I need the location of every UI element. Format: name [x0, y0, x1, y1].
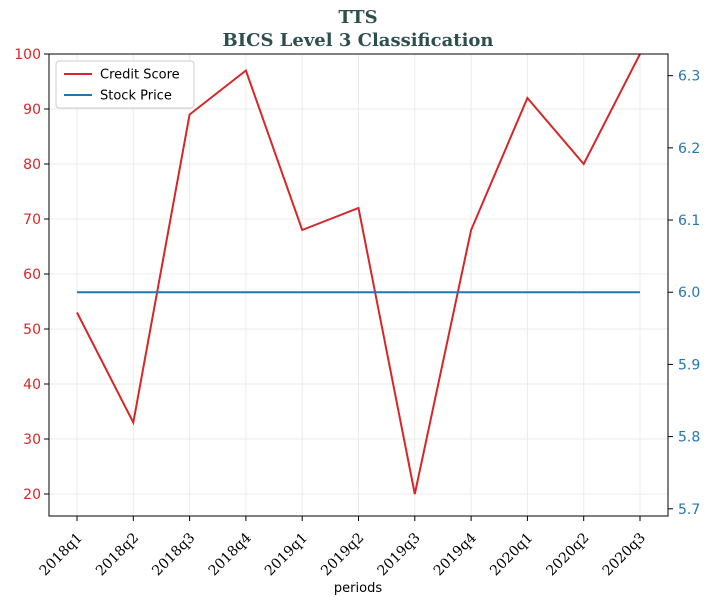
x-tick-label: 2020q1: [487, 530, 536, 579]
right-tick-label: 6.2: [678, 141, 700, 157]
x-tick-label: 2019q4: [431, 530, 480, 579]
legend-label-credit-score: Credit Score: [100, 68, 180, 83]
chart-title: TTS: [338, 7, 377, 28]
legend-box: [55, 60, 195, 109]
series-lines: [76, 53, 641, 495]
x-tick-label: 2019q2: [318, 530, 367, 579]
right-axis: 5.7 5.8 5.9 6.0 6.1 6.2 6.3: [668, 69, 700, 518]
left-axis: 20 30 40 50 60 70 80 90 100: [14, 47, 49, 503]
x-tick-label: 2018q1: [37, 530, 86, 579]
right-tick-label: 6.3: [678, 69, 700, 85]
right-tick-label: 6.1: [678, 213, 700, 229]
x-tick-label: 2018q3: [149, 530, 198, 579]
grid: [49, 53, 668, 516]
left-tick-label: 60: [23, 267, 41, 283]
x-tick-label: 2020q3: [600, 530, 649, 579]
x-tick-label: 2018q4: [206, 530, 255, 579]
left-tick-label: 80: [23, 157, 41, 173]
right-tick-label: 5.7: [678, 502, 700, 518]
x-tick-label: 2018q2: [93, 530, 142, 579]
x-axis-label: periods: [334, 581, 382, 596]
chart-subtitle: BICS Level 3 Classification: [222, 30, 493, 51]
legend-label-stock-price: Stock Price: [100, 89, 172, 104]
x-axis: 2018q1 2018q2 2018q3 2018q4 2019q1 2019q2 2019…: [37, 516, 649, 579]
series-line-credit-score: [76, 53, 641, 495]
left-tick-label: 30: [23, 432, 41, 448]
left-tick-label: 70: [23, 212, 41, 228]
legend: Credit Score Stock Price: [55, 60, 195, 109]
right-tick-label: 5.8: [678, 430, 700, 446]
x-tick-label: 2019q1: [262, 530, 311, 579]
x-tick-label: 2019q3: [374, 530, 423, 579]
left-tick-label: 50: [23, 322, 41, 338]
left-tick-label: 40: [23, 377, 41, 393]
x-tick-label: 2020q2: [543, 530, 592, 579]
right-tick-label: 5.9: [678, 357, 700, 373]
right-tick-label: 6.0: [678, 285, 700, 301]
left-tick-label: 90: [23, 102, 41, 118]
left-tick-label: 20: [23, 487, 41, 503]
left-tick-label: 100: [14, 47, 41, 63]
